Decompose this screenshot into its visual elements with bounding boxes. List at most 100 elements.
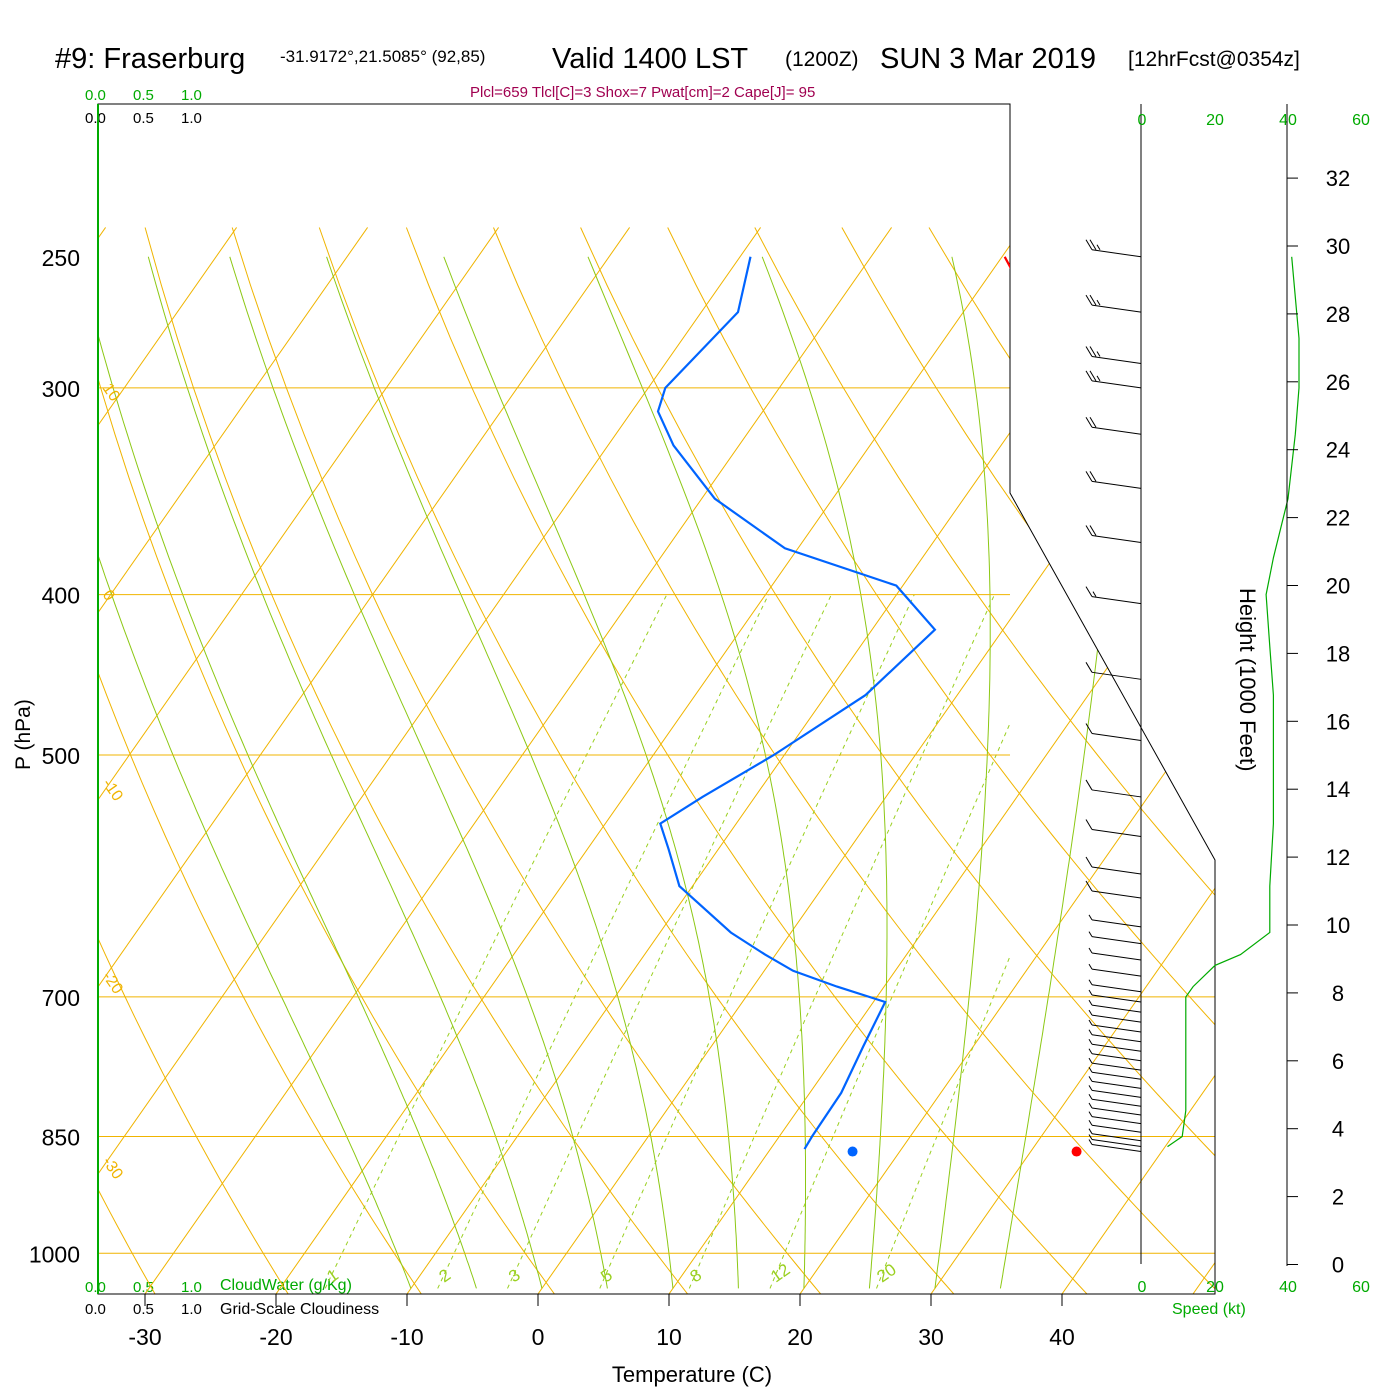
dry-adiabat-line xyxy=(98,227,164,1294)
cloudiness-tick-top: 0.0 xyxy=(85,110,106,127)
cloudiness-tick-bottom: 0.0 xyxy=(85,1301,106,1318)
moist-adiabat-line xyxy=(587,256,806,1289)
background-line-labels: 100-10-20-300102030123581220 xyxy=(99,380,900,1286)
moist-adiabat-line xyxy=(934,256,991,1289)
wind-barb-half-flag xyxy=(1088,989,1093,996)
mixing-ratio-line xyxy=(324,594,668,1289)
cloudwater-tick-top: 0.5 xyxy=(133,87,154,104)
isotherm-line xyxy=(98,227,499,1294)
dry-adiabat-line xyxy=(841,227,1215,1294)
wind-barb-half-flag xyxy=(1088,963,1093,970)
pressure-tick-label: 500 xyxy=(42,743,80,769)
height-tick-label: 2 xyxy=(1332,1185,1344,1210)
speed-tick-label-top: 60 xyxy=(1352,112,1370,129)
temperature-tick-label: 30 xyxy=(918,1324,944,1350)
mixing-ratio-lines xyxy=(324,594,1010,1289)
isotherm-label: 0 xyxy=(99,587,118,604)
parcel-line xyxy=(1031,992,1052,1152)
wind-barb-staff xyxy=(1091,480,1142,489)
height-tick-label: 8 xyxy=(1332,981,1344,1006)
isotherm-line xyxy=(98,227,761,1294)
wind-barb-staff xyxy=(1091,304,1142,313)
dewpoint-line xyxy=(656,256,937,1150)
wind-barb-staff xyxy=(1091,952,1142,961)
isotherm-line xyxy=(396,227,1154,1294)
wind-barb-half-flag xyxy=(1088,1009,1093,1016)
mixing-ratio-label: 2 xyxy=(436,1265,455,1286)
wind-barb-half-flag xyxy=(1088,931,1093,937)
forecast-info: [12hrFcst@0354z] xyxy=(1128,48,1300,71)
isotherm-label: -10 xyxy=(99,776,126,805)
speed-tick-label-bottom: 20 xyxy=(1206,1279,1224,1296)
dry-adiabat-line xyxy=(405,227,1102,1294)
isotherm-line xyxy=(527,227,1215,1294)
isotherm-line xyxy=(1051,227,1215,1294)
wind-barb-half-flag xyxy=(1088,1102,1093,1109)
wind-barb-staff xyxy=(1091,829,1142,838)
wind-barb-staff xyxy=(1091,1116,1142,1125)
wind-barb-staff xyxy=(1091,596,1142,605)
speed-tick-label-bottom: 0 xyxy=(1138,1279,1147,1296)
wind-barb-half-flag xyxy=(1088,947,1093,954)
isotherm-line xyxy=(265,227,1023,1294)
dry-adiabat-line xyxy=(493,227,1215,1294)
temperature-tick-label: 40 xyxy=(1049,1324,1075,1350)
wind-barb-staff xyxy=(1091,890,1142,899)
height-tick-label: 12 xyxy=(1326,845,1350,870)
cloudiness-tick-bottom: 0.5 xyxy=(133,1301,154,1318)
wind-barb-half-flag xyxy=(1088,1029,1093,1035)
wind-barb-staff xyxy=(1091,1062,1142,1071)
wind-barb-flag xyxy=(1089,239,1097,251)
wind-speed-line xyxy=(1167,256,1300,1148)
wind-barb-half-flag xyxy=(1088,1076,1093,1082)
height-tick-label: 4 xyxy=(1332,1117,1344,1142)
stability-indices: Plcl=659 Tlcl[C]=3 Shox=7 Pwat[cm]=2 Cap… xyxy=(470,84,815,101)
mixing-ratio-line xyxy=(507,594,832,1289)
sounding-series xyxy=(656,256,1052,1152)
wind-barb-flag xyxy=(1085,779,1093,791)
wind-barb-staff xyxy=(1091,380,1142,389)
wind-barb-flag xyxy=(1089,346,1097,357)
isotherm-line xyxy=(98,227,368,1294)
wind-barb-flag xyxy=(1085,819,1093,830)
wind-barb-flag xyxy=(1085,525,1093,536)
height-axis-title: Height (1000 Feet) xyxy=(1235,588,1260,771)
wind-barb-flag xyxy=(1085,239,1093,251)
cloudiness-label: Grid-Scale Cloudiness xyxy=(220,1301,379,1318)
height-tick-label: 20 xyxy=(1326,574,1350,599)
isotherm-line xyxy=(98,227,237,1294)
isotherm-label: -20 xyxy=(99,969,126,998)
valid-date: SUN 3 Mar 2019 xyxy=(880,43,1096,75)
dry-adiabat-line xyxy=(231,227,834,1294)
wind-barb-flag xyxy=(1085,586,1093,597)
mixing-ratio-line xyxy=(769,722,1010,1289)
temperature-tick-label: -10 xyxy=(390,1324,423,1350)
mixing-ratio-label: 20 xyxy=(873,1260,899,1286)
mixing-ratio-line xyxy=(688,594,995,1289)
wind-barb-staff xyxy=(1091,1014,1142,1023)
pressure-tick-label: 700 xyxy=(42,985,80,1011)
wind-barb-half-flag xyxy=(1096,244,1101,251)
wind-barb-staff xyxy=(1091,1098,1142,1107)
wind-barb-staff xyxy=(1091,1053,1142,1062)
wind-barb-staff xyxy=(1091,355,1142,364)
surface-dewpoint-marker xyxy=(847,1146,858,1157)
station-coords: -31.9172°,21.5085° (92,85) xyxy=(280,47,485,66)
speed-tick-label-bottom: 60 xyxy=(1352,1279,1370,1296)
wind-barb-half-flag xyxy=(1088,1093,1093,1100)
wind-barb-half-flag xyxy=(1088,1019,1093,1026)
dry-adiabat-line xyxy=(1365,228,1400,1309)
height-tick-label: 22 xyxy=(1326,506,1350,531)
height-tick-label: 0 xyxy=(1332,1253,1344,1278)
wind-barb-half-flag xyxy=(1088,1111,1093,1117)
isotherm-line xyxy=(134,227,892,1294)
wind-barb-flag xyxy=(1089,471,1097,482)
wind-barb-staff xyxy=(1091,1089,1142,1098)
dry-adiabat-line xyxy=(318,227,968,1294)
wind-barb-staff xyxy=(1091,426,1142,435)
pressure-tick-label: 850 xyxy=(42,1124,80,1150)
mixing-ratio-line xyxy=(437,594,769,1289)
wind-barb-half-flag xyxy=(1096,299,1101,306)
